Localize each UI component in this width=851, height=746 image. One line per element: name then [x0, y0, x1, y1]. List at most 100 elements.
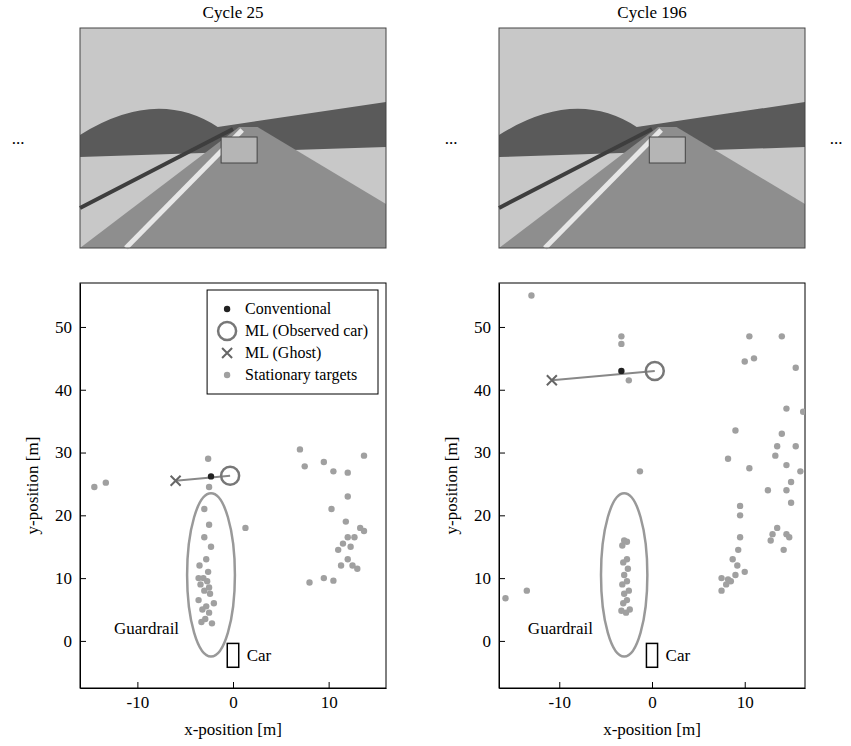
tick: 30: [474, 443, 505, 462]
series: [502, 292, 805, 615]
series: [208, 473, 214, 479]
tick-label: 20: [55, 506, 72, 525]
point: [204, 578, 210, 584]
tick: 10: [55, 569, 86, 588]
point: [728, 578, 734, 584]
tick: 40: [55, 381, 86, 400]
tick-label: 0: [64, 632, 73, 651]
plot-frame: [80, 283, 386, 688]
point: [646, 362, 664, 380]
point: [793, 443, 799, 449]
tick-label: 10: [474, 569, 491, 588]
legend-key: [218, 322, 236, 340]
tick-label: 40: [474, 381, 491, 400]
x-axis-title: x-position [m]: [603, 720, 701, 739]
tick-mark: [80, 327, 86, 328]
point: [206, 609, 212, 615]
tick: 0: [229, 682, 238, 712]
tick: 10: [474, 569, 505, 588]
point: [205, 456, 211, 462]
point: [547, 375, 557, 385]
car-photo: [221, 137, 257, 163]
tick-label: 30: [55, 443, 72, 462]
tick-mark: [329, 682, 330, 688]
tick-label: 0: [648, 693, 657, 712]
point: [330, 468, 336, 474]
guardrail-ellipse: [187, 493, 235, 656]
point: [621, 591, 627, 597]
tick-label: -10: [548, 693, 571, 712]
car-label: Car: [247, 646, 272, 665]
ghost-link: [552, 371, 655, 380]
tick: 0: [64, 632, 87, 651]
tick-label: 10: [55, 569, 72, 588]
point: [201, 534, 207, 540]
point: [321, 575, 327, 581]
point: [502, 595, 508, 601]
point: [211, 600, 217, 606]
point: [195, 597, 201, 603]
point: [361, 452, 367, 458]
legend-key: [222, 348, 232, 358]
point: [793, 365, 799, 371]
point: [783, 462, 789, 468]
point: [737, 503, 743, 509]
plot-marks: [91, 446, 367, 667]
y-axis: 0 10 20 30 40 50: [474, 284, 505, 689]
point: [345, 534, 351, 540]
tick: 20: [55, 506, 86, 525]
tick: 50: [55, 318, 86, 337]
point: [201, 587, 207, 593]
point: [619, 581, 625, 587]
x-axis-title: x-position [m]: [184, 720, 282, 739]
point: [338, 562, 344, 568]
axis-line: [499, 284, 500, 689]
tick: 40: [474, 381, 505, 400]
tick: 20: [474, 506, 505, 525]
point: [208, 544, 214, 550]
point: [783, 487, 789, 493]
tick-mark: [499, 327, 505, 328]
panel: Cycle 196-1001001020304050x-position [m]…: [442, 3, 806, 739]
image-frame: [80, 28, 386, 248]
point: [198, 619, 204, 625]
guardrail-ellipse: [601, 493, 647, 656]
point: [620, 600, 626, 606]
x-axis: -10010: [500, 682, 806, 712]
point: [774, 443, 780, 449]
point: [625, 565, 631, 571]
point: [330, 577, 336, 583]
guardrail-photo: [499, 129, 652, 208]
point: [769, 531, 775, 537]
tick-mark: [137, 682, 138, 688]
tick-label: -10: [127, 693, 150, 712]
series: [547, 375, 557, 385]
point: [328, 506, 334, 512]
point: [524, 587, 530, 593]
point: [637, 468, 643, 474]
point: [242, 525, 248, 531]
tick-mark: [499, 641, 505, 642]
sky: [499, 28, 805, 248]
tick-mark: [80, 390, 86, 391]
tick-mark: [499, 515, 505, 516]
point: [732, 572, 738, 578]
figure: .........Cycle 25-1001001020304050x-posi…: [0, 0, 851, 746]
y-axis-title: y-position [m]: [442, 437, 461, 535]
y-axis-title: y-position [m]: [23, 437, 42, 535]
tick-label: 0: [229, 693, 238, 712]
tick-label: 0: [483, 632, 492, 651]
road: [80, 127, 386, 248]
tick: 50: [474, 318, 505, 337]
point: [618, 341, 624, 347]
point: [206, 522, 212, 528]
axis-line: [81, 688, 387, 689]
series: [618, 368, 624, 374]
point: [199, 606, 205, 612]
tick-label: 30: [474, 443, 491, 462]
tick-label: 20: [474, 506, 491, 525]
point: [732, 427, 738, 433]
point: [345, 493, 351, 499]
tick-mark: [80, 641, 86, 642]
tick-mark: [559, 682, 560, 688]
